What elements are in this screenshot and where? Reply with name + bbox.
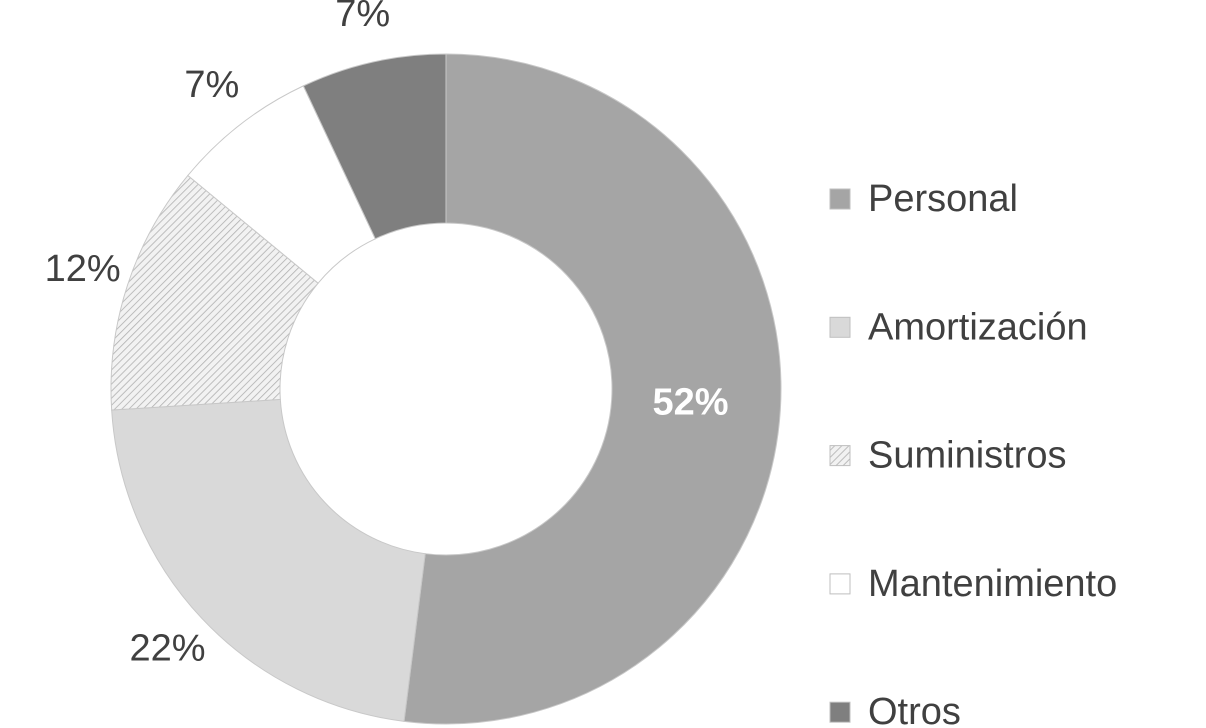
data-label: 22%: [130, 628, 206, 670]
legend-label: Suministros: [868, 435, 1067, 477]
legend-swatch: [829, 188, 851, 210]
data-label: 7%: [335, 0, 390, 35]
legend-swatch: [829, 445, 851, 467]
legend-swatch: [829, 316, 851, 338]
legend-label: Mantenimiento: [868, 563, 1117, 605]
data-label: 7%: [184, 64, 239, 106]
data-label: 12%: [45, 248, 121, 290]
data-label: 52%: [652, 381, 728, 423]
legend-swatch: [829, 701, 851, 723]
donut-slice: [302, 53, 447, 240]
donut-slice: [403, 53, 782, 725]
donut-slice: [110, 174, 319, 411]
donut-slice: [111, 398, 426, 722]
legend-label: Amortización: [868, 306, 1088, 348]
legend-label: Otros: [868, 691, 961, 728]
legend-label: Personal: [868, 178, 1018, 220]
legend-swatch: [829, 573, 851, 595]
